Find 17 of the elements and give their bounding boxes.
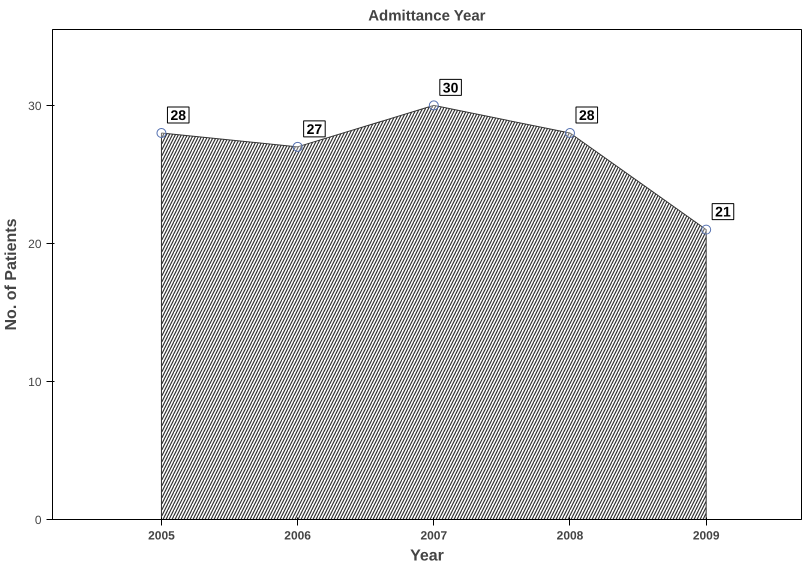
x-tick-label: 2008 <box>556 528 584 542</box>
data-label: 27 <box>306 120 322 137</box>
data-label: 28 <box>170 107 186 124</box>
y-tick-label: 10 <box>28 374 42 389</box>
y-tick-label: 0 <box>34 513 42 527</box>
y-axis-title: No. of Patients <box>3 218 20 331</box>
data-label: 21 <box>715 204 731 220</box>
x-tick-label: 2009 <box>692 528 720 542</box>
x-axis-title: Year <box>410 548 444 564</box>
chart-title: Admittance Year <box>368 8 486 24</box>
data-label: 28 <box>578 107 595 124</box>
data-label: 30 <box>442 79 459 96</box>
x-tick-label: 2007 <box>420 528 448 542</box>
y-tick-label: 20 <box>28 236 42 251</box>
x-tick-label: 2005 <box>148 528 176 542</box>
y-tick-label: 30 <box>28 98 42 113</box>
x-tick-label: 2006 <box>284 528 312 542</box>
